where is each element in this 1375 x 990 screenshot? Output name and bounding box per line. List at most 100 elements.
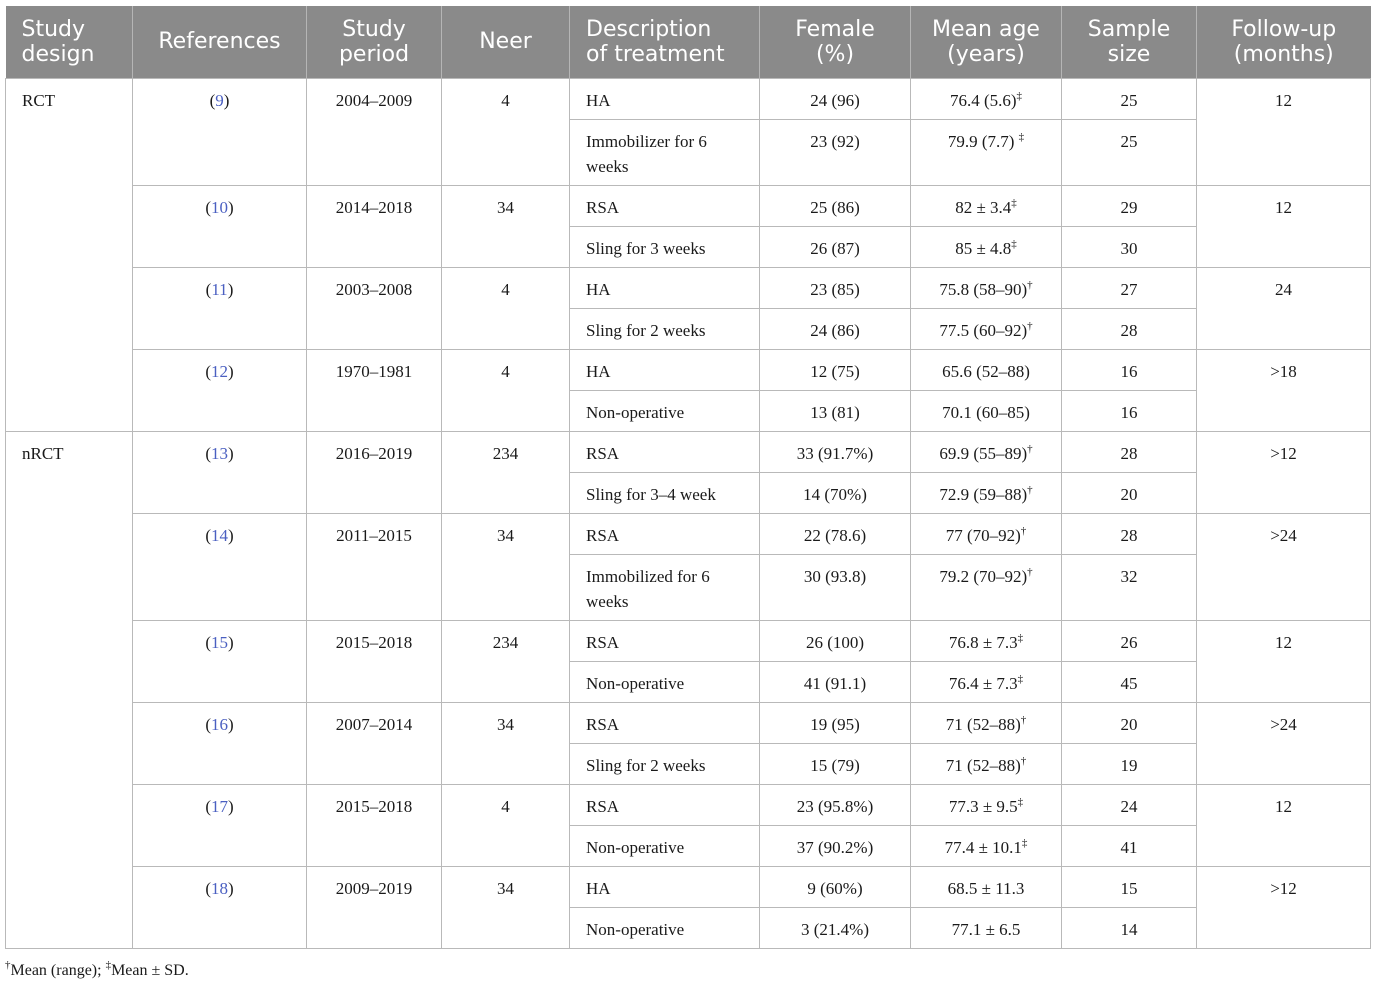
mean-age-cell: 69.9 (55–89)† <box>910 430 1062 473</box>
dagger-text: Mean (range); <box>10 962 106 979</box>
treatment-cell: Sling for 2 weeks <box>569 742 760 785</box>
female-cell: 3 (21.4%) <box>759 906 911 949</box>
sample-size-cell: 27 <box>1061 266 1197 309</box>
reference-cell: (16) <box>132 701 307 785</box>
female-cell: 26 (87) <box>759 225 911 268</box>
female-cell: 14 (70%) <box>759 471 911 514</box>
treatment-cell: Sling for 3 weeks <box>569 225 760 268</box>
table-row: Immobilizer for 6 weeks 23 (92) 79.9 (7.7)… <box>6 118 1371 186</box>
mean-age-cell: 77.3 ± 9.5‡ <box>910 783 1062 826</box>
footnote-mark: † <box>1027 483 1033 496</box>
neer-cell: 234 <box>441 430 570 514</box>
header-mean-age: Mean age (years) <box>910 6 1062 78</box>
treatment-cell: RSA <box>569 512 760 555</box>
treatment-cell: Immobilizer for 6 weeks <box>569 118 760 186</box>
footnote-mark: † <box>1027 565 1033 578</box>
header-neer: Neer <box>441 6 570 78</box>
mean-age-cell: 72.9 (59–88)† <box>910 471 1062 514</box>
treatment-cell: RSA <box>569 430 760 473</box>
follow-up-cell: 12 <box>1196 77 1371 186</box>
study-period-cell: 2015–2018 <box>306 783 442 867</box>
neer-cell: 234 <box>441 619 570 703</box>
reference-link[interactable]: 9 <box>215 90 224 110</box>
reference-link[interactable]: 10 <box>211 197 228 217</box>
reference-cell: (18) <box>132 865 307 949</box>
study-period-cell: 2011–2015 <box>306 512 442 621</box>
treatment-cell: RSA <box>569 619 760 662</box>
table-row: RCT (9) 2004–2009 4 HA 24 (96) 76.4 (5.6)‡ 25 12 <box>5 77 1371 432</box>
table-row: Immobilized for 6 weeks 30 (93.8) 79.2 (70… <box>6 553 1371 621</box>
female-cell: 13 (81) <box>759 389 911 432</box>
mean-age-cell: 68.5 ± 11.3 <box>910 865 1062 908</box>
study-characteristics-table: Study design References Study period Neer … <box>5 6 1371 949</box>
treatment-cell: Non-operative <box>569 389 760 432</box>
reference-link[interactable]: 14 <box>211 525 228 545</box>
table-row: (11) 2003–2008 4 HA 23 (85) 75.8 (58–90)† 27 24 <box>6 266 1371 350</box>
sample-size-cell: 28 <box>1061 307 1197 350</box>
mean-age-cell: 76.4 ± 7.3‡ <box>910 660 1062 703</box>
sample-size-cell: 25 <box>1061 77 1197 120</box>
neer-cell: 4 <box>441 266 570 350</box>
mean-age-value: 82 ± 3.4 <box>955 197 1012 217</box>
female-cell: 24 (96) <box>759 77 911 120</box>
follow-up-cell: >12 <box>1196 430 1371 514</box>
header-description-of-treatment: Description of treatment <box>569 6 760 78</box>
sample-size-cell: 30 <box>1061 225 1197 268</box>
sample-size-cell: 20 <box>1061 701 1197 744</box>
follow-up-cell: >18 <box>1196 348 1371 432</box>
table-row: Sling for 2 weeks 24 (86) 77.5 (60–92)† 28 <box>6 307 1371 350</box>
double-dagger-text: Mean ± SD. <box>111 962 189 979</box>
sample-size-cell: 20 <box>1061 471 1197 514</box>
sample-size-cell: 32 <box>1061 553 1197 621</box>
follow-up-cell: >12 <box>1196 865 1371 949</box>
treatment-cell: Non-operative <box>569 824 760 867</box>
footnote-mark: ‡ <box>1016 89 1023 102</box>
mean-age-cell: 82 ± 3.4‡ <box>910 184 1062 227</box>
sample-size-cell: 41 <box>1061 824 1197 867</box>
mean-age-cell: 77.4 ± 10.1‡ <box>910 824 1062 867</box>
reference-link[interactable]: 18 <box>211 878 228 898</box>
female-cell: 41 (91.1) <box>759 660 911 703</box>
footnote-mark: † <box>1027 278 1033 291</box>
reference-link[interactable]: 17 <box>211 796 228 816</box>
reference-link[interactable]: 12 <box>211 361 228 381</box>
sample-size-cell: 26 <box>1061 619 1197 662</box>
table-row: (12) 1970–1981 4 HA 12 (75) 65.6 (52–88) 16 >18 <box>6 348 1371 432</box>
dagger-mark: † <box>5 959 11 971</box>
table-row: nRCT (13) 2016–2019 234 RSA 33 (91.7%) 69.9 (5… <box>5 430 1371 949</box>
mean-age-value: 77.3 ± 9.5 <box>948 796 1018 816</box>
mean-age-cell: 77.5 (60–92)† <box>910 307 1062 350</box>
neer-cell: 4 <box>441 348 570 432</box>
sample-size-cell: 14 <box>1061 906 1197 949</box>
treatment-cell: RSA <box>569 184 760 227</box>
footnote-mark: ‡ <box>1017 795 1024 808</box>
mean-age-value: 76.4 ± 7.3 <box>948 673 1018 693</box>
reference-link[interactable]: 13 <box>211 443 228 463</box>
study-period-cell: 2007–2014 <box>306 701 442 785</box>
treatment-cell: RSA <box>569 701 760 744</box>
reference-link[interactable]: 16 <box>211 714 228 734</box>
mean-age-cell: 79.9 (7.7) ‡ <box>910 118 1062 186</box>
sample-size-cell: 24 <box>1061 783 1197 826</box>
header-follow-up: Follow-up (months) <box>1196 6 1371 78</box>
reference-cell: (11) <box>132 266 307 350</box>
footnote-mark: ‡ <box>1021 836 1028 849</box>
follow-up-cell: 24 <box>1196 266 1371 350</box>
treatment-cell: HA <box>569 348 760 391</box>
reference-link[interactable]: 11 <box>211 279 228 299</box>
sample-size-cell: 19 <box>1061 742 1197 785</box>
table-row: (15) 2015–2018 234 RSA 26 (100) 76.8 ± 7.3‡ 26… <box>6 619 1371 703</box>
table-body: RCT (9) 2004–2009 4 HA 24 (96) 76.4 (5.6)‡ 25 12… <box>5 77 1371 949</box>
neer-cell: 34 <box>441 701 570 785</box>
study-period-cell: 2015–2018 <box>306 619 442 703</box>
follow-up-cell: 12 <box>1196 184 1371 268</box>
mean-age-value: 65.6 (52–88) <box>942 361 1030 381</box>
table-row: (16) 2007–2014 34 RSA 19 (95) 71 (52–88)† 20 >2… <box>6 701 1371 785</box>
table-row: Non-operative 13 (81) 70.1 (60–85) 16 <box>6 389 1371 432</box>
follow-up-cell: >24 <box>1196 701 1371 785</box>
reference-cell: (10) <box>132 184 307 268</box>
female-cell: 30 (93.8) <box>759 553 911 621</box>
follow-up-cell: >24 <box>1196 512 1371 621</box>
reference-link[interactable]: 15 <box>211 632 228 652</box>
female-cell: 22 (78.6) <box>759 512 911 555</box>
